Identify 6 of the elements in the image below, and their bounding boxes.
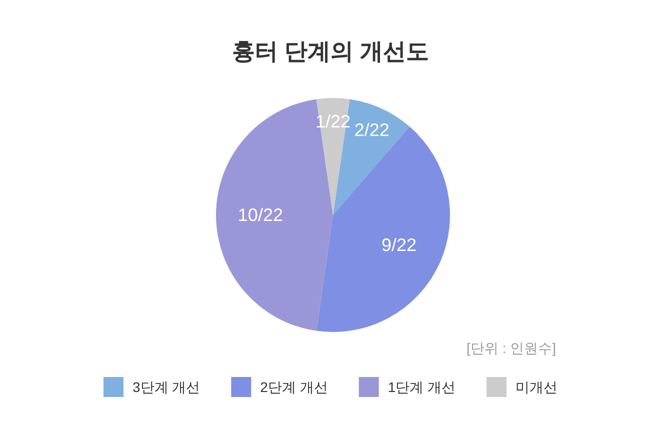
legend-label: 1단계 개선 [388, 379, 456, 395]
legend-label: 2단계 개선 [260, 379, 328, 395]
annotation: [단위 : 인원수] [466, 340, 556, 356]
title: 흉터 단계의 개선도 [232, 38, 429, 64]
legend-label: 미개선 [516, 379, 558, 395]
legend-label: 3단계 개선 [132, 379, 200, 395]
